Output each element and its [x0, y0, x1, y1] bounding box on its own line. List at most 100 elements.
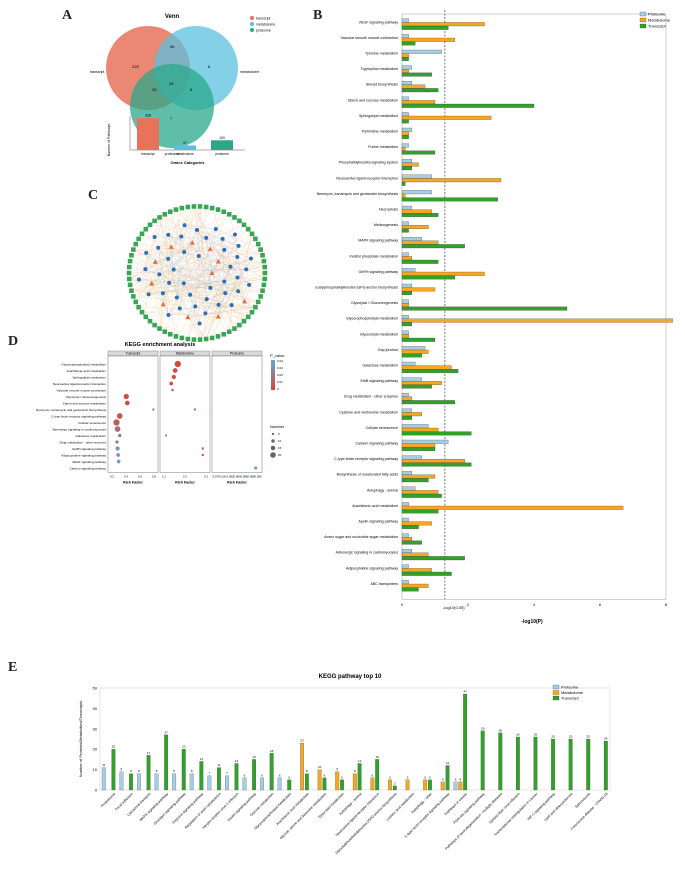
- network-edge: [155, 258, 169, 262]
- b-bar: [401, 361, 416, 366]
- e-bar: [252, 759, 256, 791]
- e-bar: [225, 775, 229, 791]
- network-node-gene: [253, 304, 258, 310]
- e-bar: [207, 775, 212, 791]
- e-bar: [172, 773, 177, 791]
- b-category-label: Adrenergic signaling in cardiomyocytes: [336, 551, 399, 555]
- network-node-protein: [195, 227, 199, 232]
- network-edge: [218, 261, 245, 302]
- network-node-gene: [258, 294, 263, 299]
- panel-label-e: E: [8, 660, 18, 675]
- network-node-protein: [236, 243, 241, 248]
- e-bar-label: 13: [358, 759, 362, 763]
- network-edge: [218, 234, 236, 262]
- network-node-protein: [157, 272, 162, 277]
- network-node-metabolite: [215, 258, 221, 264]
- e-bar-label: 27: [164, 730, 168, 734]
- b-bar: [401, 178, 502, 183]
- e-bar: [405, 779, 410, 791]
- dotplot-point: [193, 408, 196, 411]
- network-edge: [237, 256, 265, 268]
- network-edge: [146, 252, 184, 284]
- network-edge: [138, 261, 156, 280]
- network-node-protein: [174, 295, 179, 300]
- network-node-gene: [136, 236, 141, 242]
- b-bar: [401, 283, 413, 288]
- network-edge: [179, 307, 256, 309]
- facet-xtick: 0.082: [227, 475, 234, 479]
- network-node-gene: [179, 205, 185, 211]
- dotplot-category-label: Adipocytokine signaling pathway: [61, 454, 106, 458]
- network-edge: [159, 293, 164, 329]
- b-bar: [401, 583, 429, 588]
- venn-bar-value: 328: [145, 114, 151, 118]
- network-edge: [237, 277, 249, 317]
- network-node-protein: [160, 291, 165, 296]
- e-bar-label: 15: [252, 755, 256, 759]
- facet-xtick: 0.3: [204, 475, 208, 479]
- network-node-protein: [229, 303, 234, 308]
- e-bar-label: 17: [147, 751, 151, 755]
- network-edge: [175, 209, 250, 285]
- network-node-gene: [143, 314, 149, 320]
- b-bar: [401, 424, 429, 429]
- dotplot-point: [115, 446, 120, 451]
- b-legend-swatch: [639, 23, 647, 29]
- network-edge: [183, 258, 252, 284]
- network-node-protein: [182, 223, 187, 228]
- network-node-gene: [241, 222, 247, 228]
- network-edge: [181, 236, 225, 282]
- e-legend-swatch: [552, 695, 560, 701]
- e-bar: [340, 779, 344, 791]
- b-bar: [401, 384, 432, 389]
- network-edge: [168, 258, 211, 288]
- network-edge: [146, 252, 239, 292]
- dotplot-category-label: Cellular senescence: [78, 421, 106, 425]
- e-legend-label: Proteome: [561, 685, 579, 690]
- b-category-label: Glycerolipid metabolism: [360, 332, 398, 336]
- e-bar-label: 15: [376, 755, 380, 759]
- network-node-gene: [127, 282, 133, 288]
- b-category-label: Arachidonic acid metabolism: [352, 504, 398, 508]
- b-plot-frame: [401, 13, 667, 600]
- b-bar: [401, 49, 442, 54]
- b-xtick: 8: [665, 602, 668, 607]
- network-edge: [181, 236, 256, 308]
- e-bar-label: 5: [424, 775, 426, 779]
- e-bar-label: 25: [587, 735, 591, 739]
- network-node-protein: [152, 234, 157, 239]
- b-xtick: 0: [401, 602, 404, 607]
- b-category-label: ABC transporters: [370, 582, 398, 586]
- e-category-label: Oxytocin signaling pathway: [171, 792, 204, 825]
- e-category-label: Coronavirus disease - COVID-19: [570, 792, 609, 831]
- b-bar: [401, 299, 409, 304]
- network-node-protein: [179, 234, 184, 239]
- dotplot-title: KEGG enrichment analysis: [125, 342, 196, 348]
- network-edge: [158, 247, 169, 316]
- dotplot-category-label: Glycolysis / Gluconeogenesis: [66, 395, 107, 399]
- e-bar: [217, 767, 221, 791]
- e-bar: [260, 777, 264, 791]
- network-edge: [237, 256, 253, 313]
- network-node-protein: [167, 280, 172, 285]
- b-bar: [401, 587, 419, 592]
- network-edge: [159, 274, 249, 317]
- venn-region-m: 8: [208, 64, 211, 69]
- e-category-label: Spliceosome: [574, 792, 591, 809]
- facet-xtick: 0.2: [110, 475, 114, 479]
- b-bar: [401, 131, 409, 136]
- network-node-gene: [162, 329, 168, 334]
- e-bar-label: 7: [208, 771, 210, 775]
- facet-xtick: 0.6: [138, 475, 142, 479]
- size-legend-dot: [270, 452, 276, 458]
- network-node-metabolite: [215, 314, 221, 319]
- b-bar: [401, 400, 455, 405]
- network-edge: [168, 234, 245, 302]
- venn-bar-chart: Number of Pathways Omics Categories 328 tra…: [107, 114, 245, 165]
- e-bar-label: 14: [200, 757, 204, 761]
- e-bar: [463, 694, 468, 791]
- e-bar: [388, 779, 392, 791]
- e-bar-label: 13: [235, 759, 239, 763]
- e-category-label: Epstein-Barr virus infection: [488, 792, 520, 824]
- network-node-gene: [226, 212, 232, 217]
